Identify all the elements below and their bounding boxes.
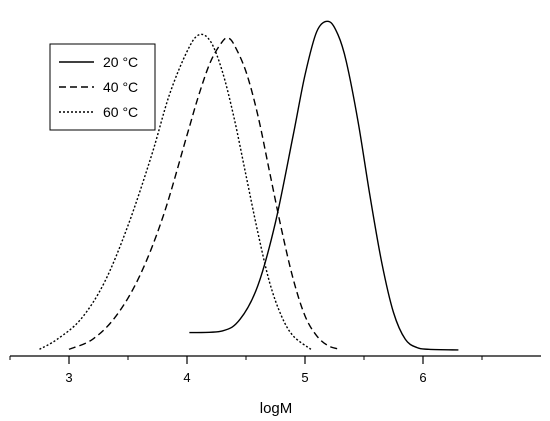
series-line-1: [189, 20, 459, 351]
x-axis-label: logM: [260, 400, 293, 417]
x-tick-label: 3: [65, 370, 72, 385]
x-tick-label: 4: [183, 370, 190, 385]
legend-label-3: 60 °C: [103, 104, 138, 120]
legend-label-2: 40 °C: [103, 79, 138, 95]
x-axis: 3 4 5 6 logM: [9, 355, 541, 417]
legend-label-1: 20 °C: [103, 54, 138, 70]
x-ticks: 3 4 5 6: [9, 356, 483, 385]
series-line-3: [39, 33, 312, 350]
x-tick-label: 6: [419, 370, 426, 385]
legend: 20 °C 40 °C 60 °C: [49, 43, 156, 131]
series-layer: [39, 20, 459, 351]
x-tick-label: 5: [301, 370, 308, 385]
legend-box: [49, 43, 156, 131]
series-line-2: [68, 37, 341, 350]
